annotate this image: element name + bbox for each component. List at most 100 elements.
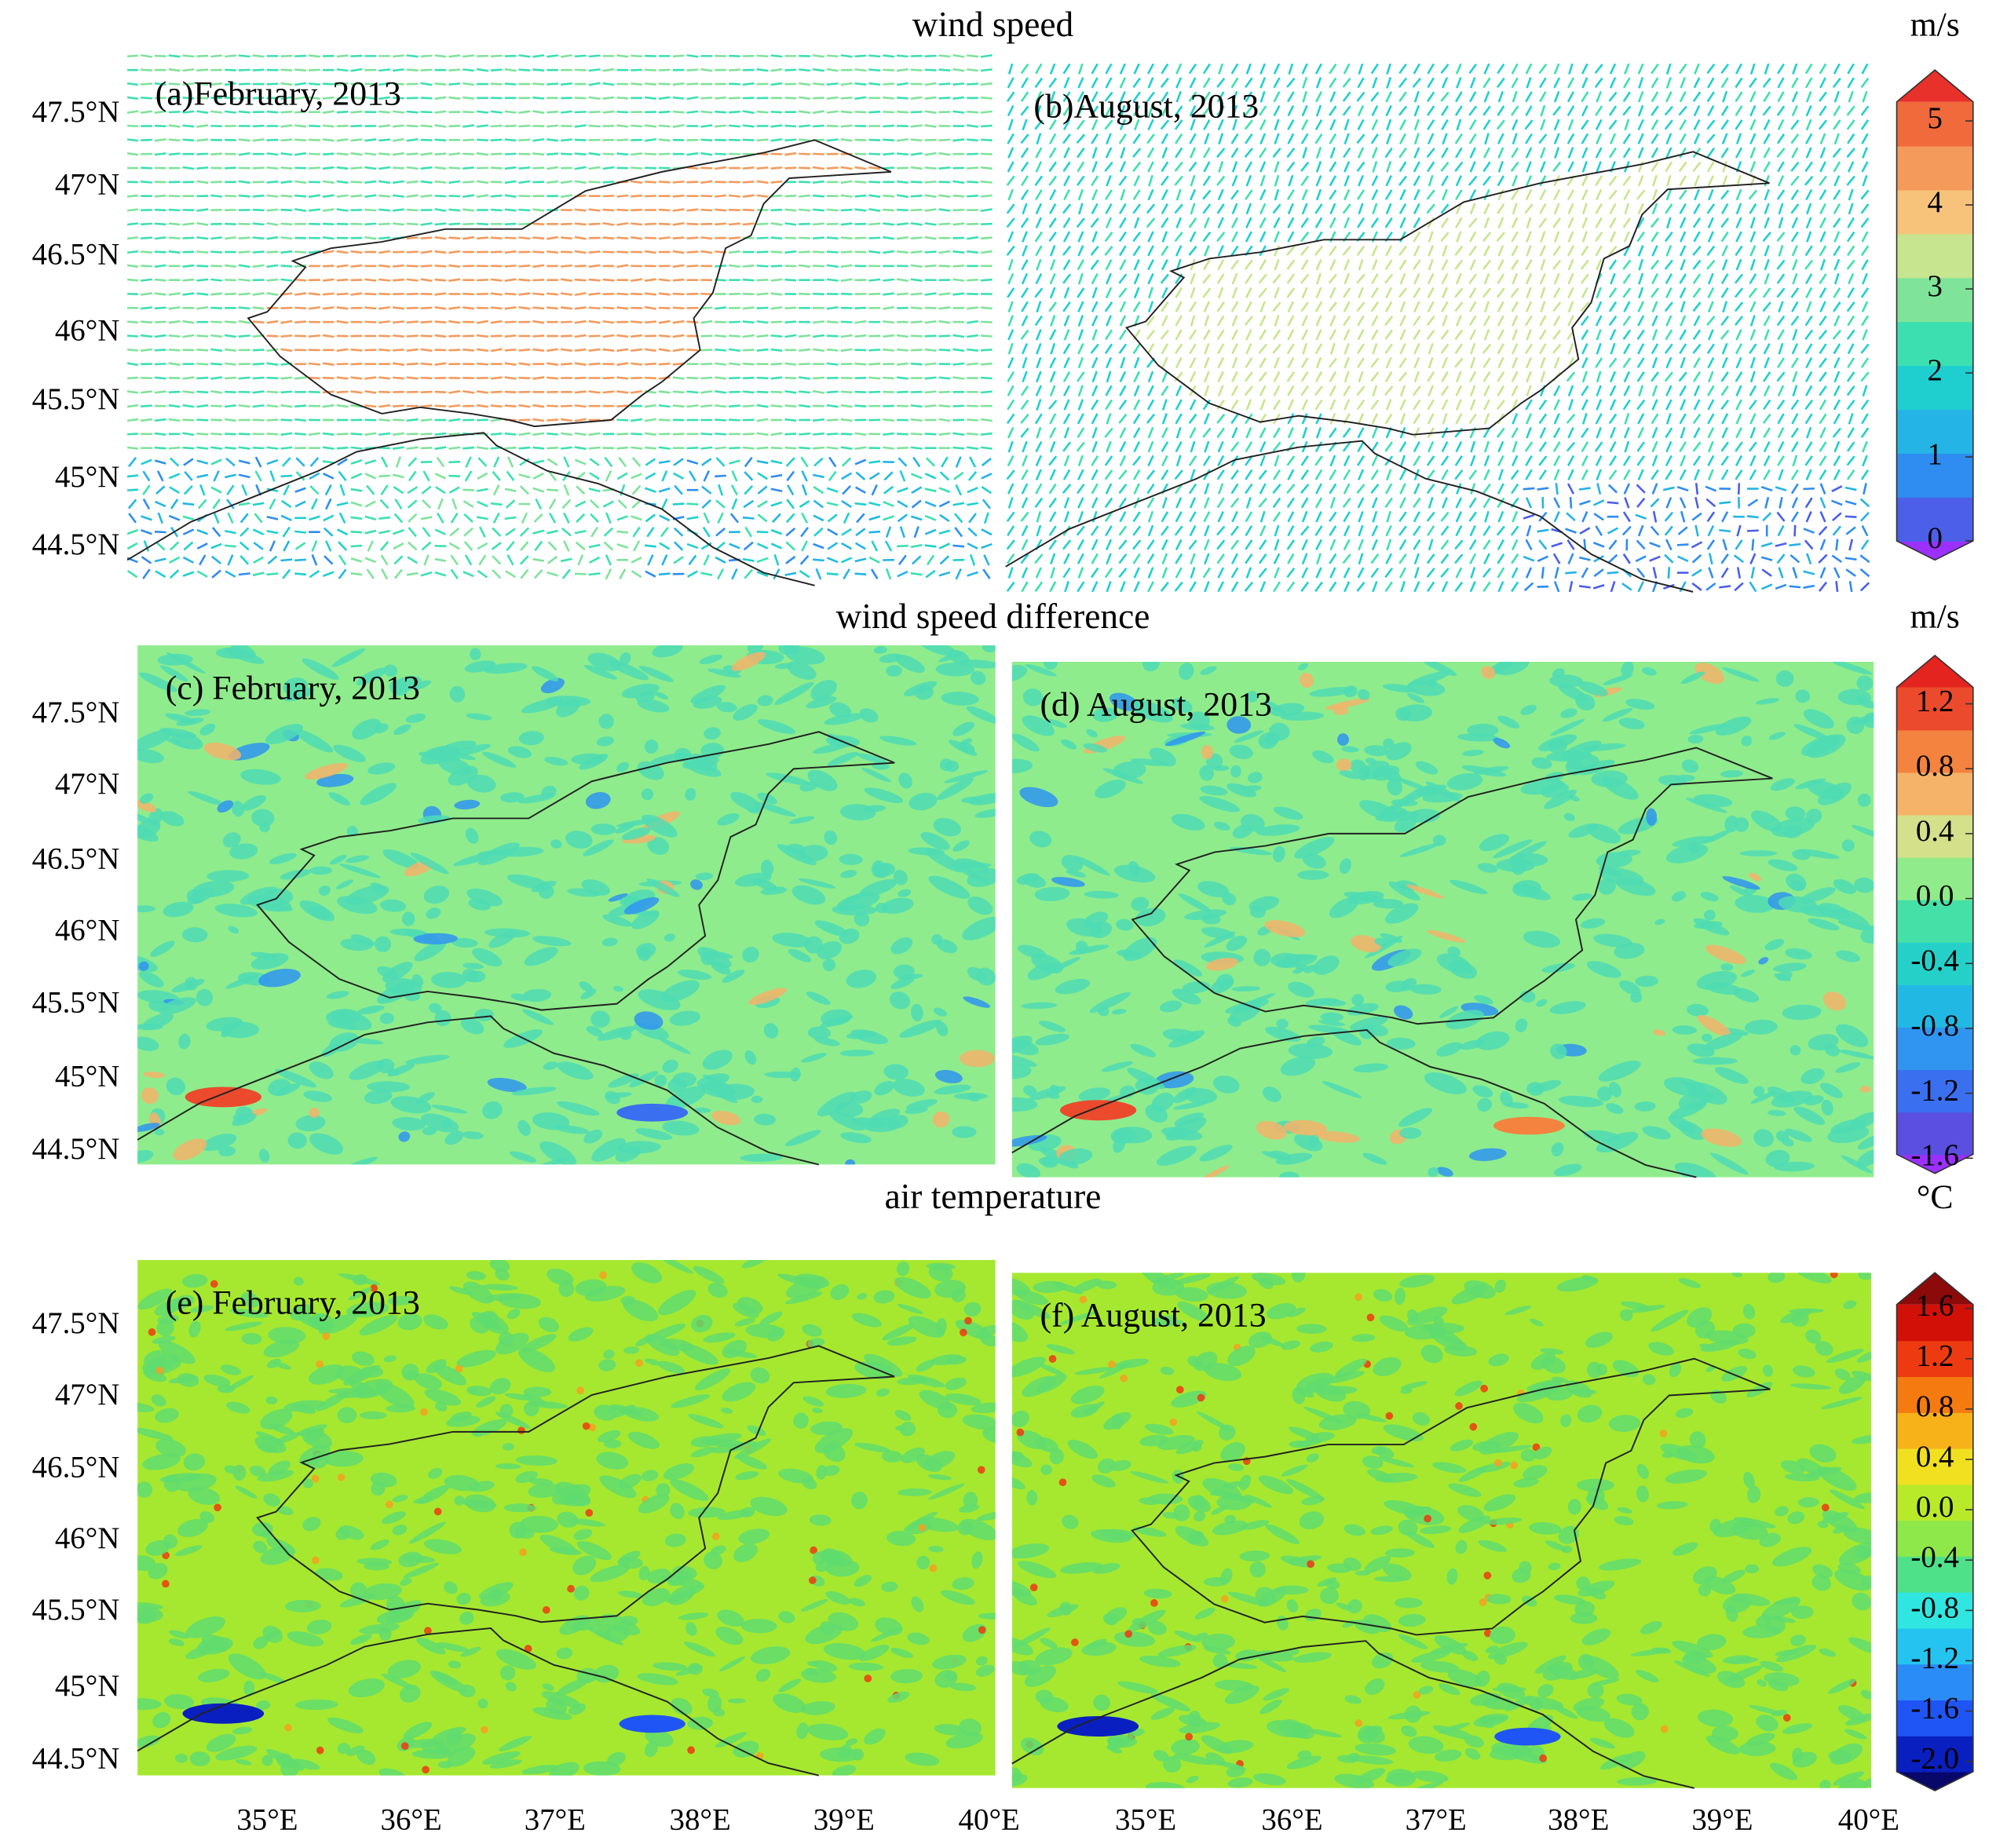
wind-arrow	[182, 54, 195, 58]
wind-arrow	[1273, 581, 1281, 592]
wind-arrow	[700, 306, 713, 310]
wind-arrow	[1720, 441, 1729, 452]
wind-arrow	[1791, 217, 1799, 228]
wind-arrow	[1608, 105, 1618, 116]
wind-arrow	[1804, 175, 1814, 186]
wind-arrow	[1203, 245, 1210, 257]
wind-arrow	[1190, 469, 1196, 481]
wind-arrow	[1119, 455, 1127, 467]
wind-arrow	[756, 236, 769, 239]
wind-arrow	[182, 528, 195, 535]
wind-arrow	[1104, 567, 1113, 579]
wind-arrow	[392, 446, 404, 450]
wind-arrow	[1678, 189, 1687, 200]
wind-arrow	[1819, 231, 1826, 243]
wind-arrow	[1511, 245, 1519, 257]
wind-arrow	[322, 334, 334, 338]
wind-arrow	[1216, 539, 1226, 550]
wind-arrow	[1022, 119, 1028, 131]
wind-arrow	[1175, 567, 1183, 579]
wind-arrow	[210, 181, 222, 184]
wind-arrow	[912, 555, 922, 565]
wind-arrow	[1694, 483, 1699, 495]
wind-arrow	[1455, 272, 1462, 285]
field-blob	[565, 831, 593, 849]
wind-arrow	[1132, 343, 1141, 355]
wind-arrow	[1720, 329, 1730, 340]
wind-arrow	[1650, 498, 1660, 508]
wind-arrow	[322, 82, 334, 86]
wind-arrow	[785, 541, 795, 551]
wind-arrow	[1566, 133, 1575, 144]
wind-arrow	[799, 554, 810, 565]
wind-arrow	[1790, 161, 1800, 172]
wind-arrow	[588, 446, 601, 450]
wind-arrow	[967, 194, 978, 198]
wind-arrow	[1300, 385, 1309, 396]
wind-arrow	[1274, 315, 1280, 327]
wind-arrow	[269, 470, 276, 482]
wind-arrow	[1188, 91, 1197, 102]
wind-arrow	[1287, 524, 1295, 537]
wind-arrow	[141, 556, 152, 564]
wind-arrow	[1370, 567, 1380, 579]
wind-arrow	[1455, 175, 1462, 187]
wind-arrow	[658, 138, 671, 142]
wind-arrow	[1862, 329, 1868, 341]
wind-arrow	[196, 278, 209, 282]
wind-arrow	[1104, 469, 1113, 480]
wind-arrow	[799, 570, 810, 579]
wind-arrow	[154, 264, 166, 268]
wind-arrow	[1707, 329, 1714, 341]
wind-arrow	[308, 432, 320, 436]
wind-arrow	[1566, 77, 1575, 89]
wind-arrow	[1218, 483, 1224, 495]
wind-arrow	[518, 236, 531, 240]
wind-arrow	[1035, 273, 1043, 285]
wind-arrow	[448, 166, 461, 170]
wind-arrow	[729, 82, 740, 86]
wind-arrow	[840, 404, 853, 408]
wind-arrow	[1526, 245, 1532, 257]
wind-arrow	[799, 166, 810, 170]
wind-arrow	[1553, 581, 1560, 592]
wind-arrow	[1204, 133, 1210, 144]
wind-arrow	[1147, 510, 1154, 523]
wind-arrow	[154, 250, 166, 254]
wind-arrow	[1664, 371, 1673, 382]
wind-arrow	[210, 152, 222, 155]
wind-arrow	[1371, 273, 1379, 285]
wind-arrow	[504, 488, 517, 492]
wind-arrow	[1399, 497, 1406, 509]
field-blob	[799, 845, 828, 862]
wind-arrow	[1049, 203, 1057, 214]
wind-arrow	[1484, 440, 1490, 453]
wind-arrow	[1846, 329, 1855, 341]
wind-arrow	[1844, 486, 1857, 491]
wind-arrow	[1455, 399, 1462, 411]
wind-arrow	[1553, 90, 1560, 103]
wind-arrow	[631, 499, 642, 509]
wind-arrow	[1244, 385, 1253, 396]
field-blob	[231, 801, 245, 817]
wind-arrow	[883, 236, 895, 240]
wind-arrow	[1735, 469, 1743, 480]
wind-arrow	[154, 152, 166, 156]
wind-arrow	[462, 208, 475, 212]
wind-arrow	[1707, 217, 1714, 228]
wind-arrow	[589, 499, 600, 509]
wind-arrow	[1076, 525, 1085, 536]
wind-arrow	[1413, 301, 1420, 312]
wind-arrow	[1706, 343, 1715, 354]
wind-arrow	[1329, 147, 1336, 159]
wind-arrow	[1329, 203, 1336, 215]
wind-arrow	[1581, 343, 1588, 355]
field-blob	[509, 1151, 537, 1163]
wind-arrow	[1202, 427, 1212, 438]
wind-arrow	[981, 320, 993, 323]
wind-arrow	[938, 194, 951, 198]
wind-arrow	[1721, 174, 1728, 187]
wind-arrow	[588, 334, 601, 338]
wind-arrow	[883, 348, 894, 352]
